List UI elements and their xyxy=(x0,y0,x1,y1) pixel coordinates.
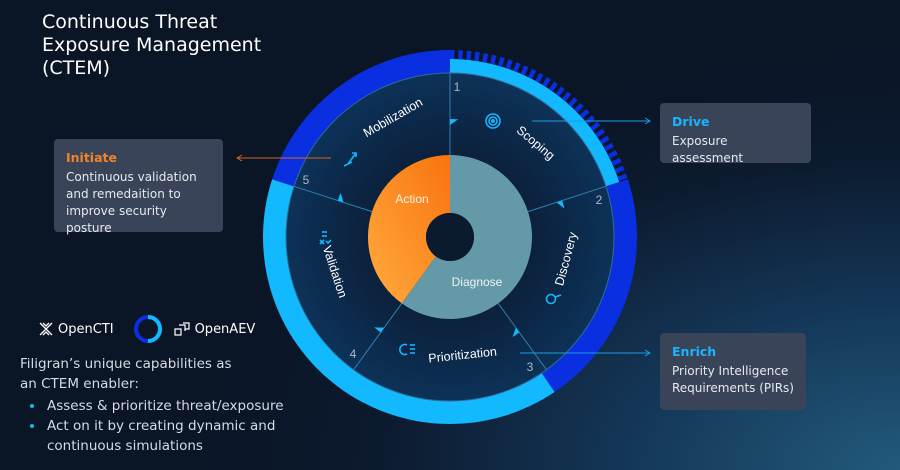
ring-hatch-mark xyxy=(482,53,489,63)
product-logos: OpenCTI OpenAEV xyxy=(38,313,255,345)
ring-hatch-mark xyxy=(585,115,595,125)
page-title: Continuous Threat Exposure Management (C… xyxy=(42,11,262,79)
opencti-logo: OpenCTI xyxy=(38,322,114,337)
ring-segment-discovery xyxy=(541,179,637,393)
flow-marker xyxy=(556,200,565,209)
flow-marker xyxy=(512,327,520,338)
ring-hatch-mark xyxy=(603,142,614,152)
ring-hatch-mark xyxy=(579,108,590,119)
filigran-ring-icon xyxy=(133,315,162,343)
stage-divider xyxy=(293,185,373,213)
stage-divider xyxy=(527,185,607,213)
stage-divider xyxy=(353,303,403,370)
openaev-logo: OpenAEV xyxy=(173,321,256,337)
callout-enrich: Enrich Priority Intelligence Requirement… xyxy=(660,333,806,410)
opencti-icon xyxy=(39,322,53,336)
openaev-name: OpenAEV xyxy=(194,321,256,337)
ring-hatch-mark xyxy=(535,72,544,83)
ring-hatch-mark xyxy=(505,59,513,70)
outer-ring xyxy=(262,50,637,425)
ring-hatch-mark xyxy=(590,121,601,131)
callout-initiate-heading: Initiate xyxy=(66,150,117,165)
ring-hatch-mark xyxy=(595,128,606,138)
ring-hatch-mark xyxy=(466,50,472,61)
ring-hatch-mark xyxy=(474,51,480,62)
ring-hatch-mark xyxy=(599,135,610,145)
prioritize-icon xyxy=(399,343,415,356)
flow-marker xyxy=(374,327,385,333)
stage-dividers xyxy=(293,73,607,370)
ring-hatch-mark xyxy=(555,86,565,97)
ring-hatch-mark xyxy=(458,50,464,60)
ring-hatch-mark xyxy=(513,62,521,73)
ring-hatch-mark xyxy=(574,102,584,113)
validation-icon xyxy=(319,231,332,245)
ring-hatch-mark xyxy=(490,54,497,65)
callout-drive-text: Exposure assessment xyxy=(672,134,744,165)
flow-marker xyxy=(450,119,459,125)
flow-marker xyxy=(337,192,344,203)
ring-hatch-mark xyxy=(562,91,572,102)
callout-initiate-text: Continuous validation and remedaition to… xyxy=(66,170,197,235)
stage-number-1: 1 xyxy=(454,80,461,94)
ring-hatch-mark xyxy=(528,68,537,79)
callout-enrich-heading: Enrich xyxy=(672,344,717,359)
capability-item: Assess & prioritize threat/exposure xyxy=(20,396,284,416)
diagnose-segment xyxy=(401,155,532,320)
ring-hatch-mark xyxy=(614,165,625,174)
openaev-icon xyxy=(173,322,190,336)
ring-hatch-mark xyxy=(617,173,628,181)
callout-enrich-text: Priority Intelligence Requirements (PIRs… xyxy=(672,364,794,395)
ring-hatch-mark xyxy=(568,97,578,107)
capabilities-description: Filigran’s unique capabilities as an CTE… xyxy=(20,354,284,456)
ring-segment-scoping xyxy=(450,59,620,187)
stage-divider xyxy=(497,303,547,370)
ring-hatch-mark xyxy=(497,56,505,67)
stage-number-4: 4 xyxy=(350,347,357,361)
ring-hatch-mark xyxy=(607,150,618,159)
magnifier-icon xyxy=(545,293,562,305)
callout-drive-heading: Drive xyxy=(672,114,710,129)
stage-number-5: 5 xyxy=(303,173,310,187)
center-hole xyxy=(426,213,474,261)
action-segment xyxy=(367,155,450,304)
stage-number-3: 3 xyxy=(527,360,534,374)
capabilities-intro: Filigran’s unique capabilities as an CTE… xyxy=(20,356,232,392)
ring-hatch-mark xyxy=(611,157,622,166)
opencti-name: OpenCTI xyxy=(58,321,114,337)
callout-drive: Drive Exposure assessment xyxy=(660,103,811,165)
arrow-up-right-icon xyxy=(343,152,357,167)
ring-segment-mobilization xyxy=(272,50,450,187)
capabilities-list: Assess & prioritize threat/exposure Act … xyxy=(20,396,284,456)
target-icon xyxy=(485,113,501,129)
stage-number-2: 2 xyxy=(596,193,603,207)
diagnose-label: Diagnose xyxy=(452,275,503,289)
ring-hatch-mark xyxy=(549,81,558,92)
action-label: Action xyxy=(395,192,428,206)
ring-hatch-mark xyxy=(542,77,551,88)
capability-item: Act on it by creating dynamic and contin… xyxy=(20,416,280,456)
callout-initiate: Initiate Continuous validation and remed… xyxy=(54,139,223,235)
ring-hatch-mark xyxy=(520,65,529,76)
ring-segment-validation xyxy=(262,179,555,425)
ring-hatch-mark xyxy=(450,50,455,60)
